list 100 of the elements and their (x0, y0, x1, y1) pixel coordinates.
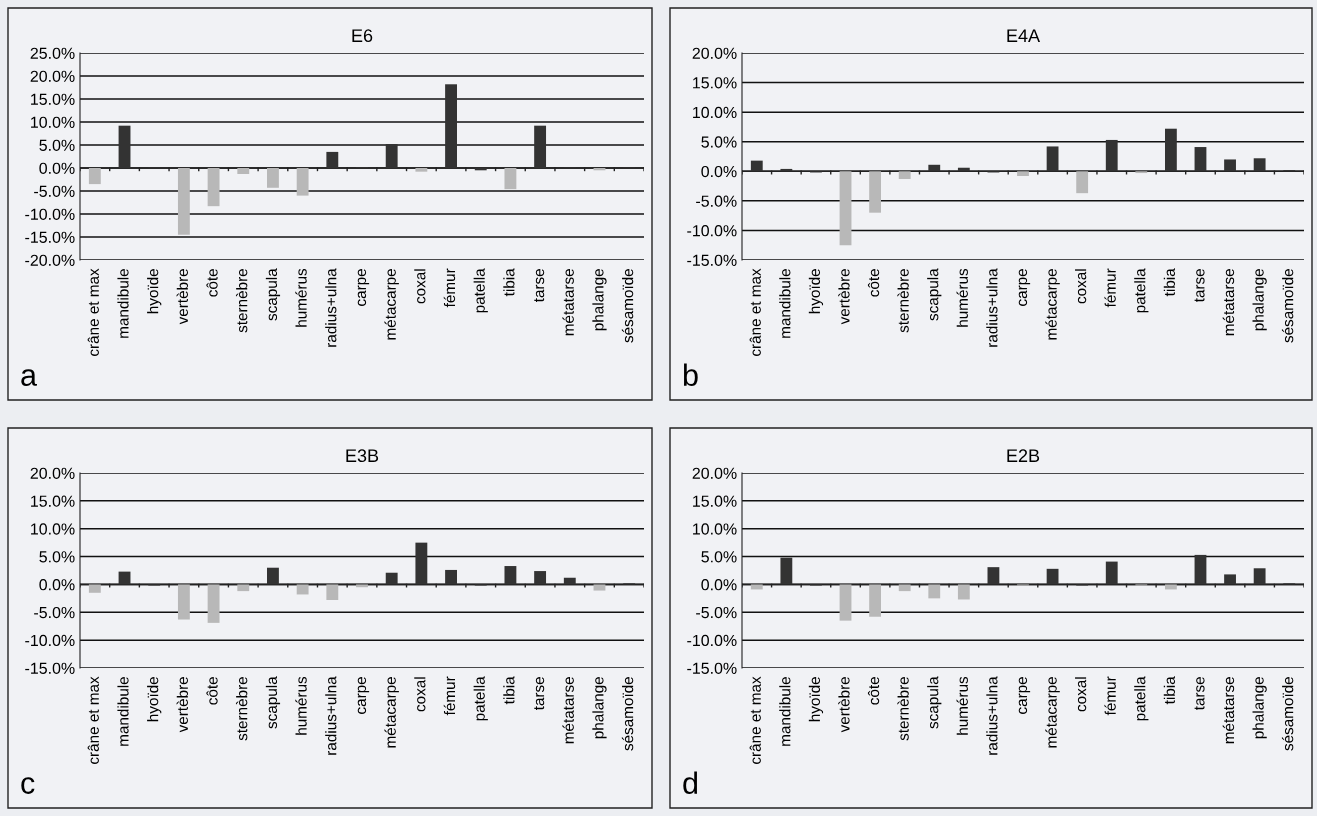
bar (385, 572, 398, 585)
bar (504, 168, 517, 190)
x-tick-label: métacarpe (384, 677, 399, 748)
x-tick-label: crâne et max (87, 268, 99, 356)
bar (898, 171, 911, 179)
y-tick-label: 5.0% (39, 139, 75, 151)
x-tick-label: carpe (1018, 677, 1031, 714)
y-tick-label: 10.0% (693, 523, 737, 535)
bar (504, 566, 517, 585)
y-tick-label: -10.0% (25, 634, 75, 647)
bar (987, 567, 1000, 585)
y-tick-label: 0.0% (701, 165, 737, 178)
x-tick-label: fémur (1104, 268, 1116, 308)
x-tick-label: hyoïde (808, 677, 824, 722)
chart-title: E6 (352, 29, 373, 43)
x-tick-label: humérus (956, 268, 968, 327)
bar (207, 584, 220, 623)
bar (356, 584, 368, 588)
x-tick-label: sternèbre (897, 269, 909, 333)
y-tick-label: 20.0% (30, 70, 75, 82)
bar (1105, 139, 1118, 172)
x-tick-label: fémur (1104, 676, 1116, 716)
y-tick-label: -5.0% (34, 606, 75, 619)
x-tick-label: tarse (534, 677, 545, 711)
bar (207, 168, 220, 207)
x-tick-label: vertèbre (838, 269, 850, 325)
bar (1164, 584, 1177, 590)
bar (1194, 147, 1207, 172)
x-tick-label: métacarpe (384, 269, 399, 340)
text: b (683, 363, 698, 386)
y-tick-label: -5.0% (696, 195, 737, 207)
x-tick-label: phalange (1252, 269, 1267, 331)
bar (177, 584, 190, 620)
y-tick-label: 10.0% (693, 106, 737, 119)
bar (385, 144, 398, 168)
x-tick-label: humérus (295, 676, 307, 735)
x-tick-label: scapula (265, 268, 281, 321)
x-tick-label: côte (867, 269, 880, 297)
x-tick-label: tibia (503, 268, 515, 297)
bar (445, 569, 457, 585)
bar (869, 584, 882, 617)
x-tick-label: phalange (592, 269, 607, 331)
y-tick-label: 5.0% (39, 551, 75, 563)
text: d (683, 771, 698, 794)
x-tick-label: tibia (1163, 676, 1175, 705)
bar (445, 84, 457, 168)
x-tick-label: phalange (1252, 677, 1267, 739)
x-tick-label: coxal (1075, 677, 1087, 712)
chart-title: E2B (1007, 449, 1040, 462)
bar (267, 168, 279, 188)
x-tick-label: crâne et max (87, 676, 99, 764)
x-tick-label: côte (206, 269, 218, 297)
x-tick-label: fémur (443, 268, 456, 308)
y-tick-label: 5.0% (701, 551, 737, 563)
x-tick-label: métatarse (1222, 677, 1235, 744)
bar (415, 168, 428, 172)
x-tick-label: carpe (357, 677, 370, 714)
x-tick-label: sésamoïde (621, 269, 634, 343)
x-tick-label: sternèbre (897, 677, 909, 741)
chart-title: E3B (346, 449, 379, 463)
x-tick-label: radius+ulna (325, 676, 337, 755)
bar (780, 557, 793, 585)
y-tick-label: -5.0% (34, 185, 75, 197)
x-tick-label: carpe (1018, 269, 1031, 306)
bar (534, 571, 547, 585)
x-tick-label: mandibule (117, 269, 129, 338)
bar (534, 125, 547, 168)
x-tick-label: phalange (592, 677, 607, 739)
x-tick-label: scapula (927, 676, 942, 729)
bar (1224, 574, 1236, 585)
bar (1105, 561, 1118, 585)
bar (869, 171, 882, 213)
x-tick-label: métatarse (1222, 269, 1235, 336)
bar (88, 168, 101, 185)
x-tick-label: hyoïde (147, 677, 162, 722)
x-tick-label: carpe (357, 269, 370, 306)
bar (957, 584, 970, 600)
x-tick-label: mandibule (779, 269, 791, 338)
x-tick-label: métacarpe (1045, 677, 1060, 748)
y-tick-label: 10.0% (31, 523, 75, 535)
bar (237, 168, 250, 174)
x-tick-label: sternèbre (235, 677, 248, 741)
bar (750, 160, 763, 172)
x-tick-label: patella (1134, 676, 1149, 721)
y-tick-label: 0.0% (39, 579, 75, 591)
x-tick-label: scapula (265, 676, 281, 729)
bar (1017, 171, 1029, 177)
text: a (21, 369, 37, 386)
bar (296, 168, 309, 196)
y-tick-label: -15.0% (687, 254, 737, 266)
x-tick-label: métatarse (562, 677, 574, 744)
bar (593, 584, 606, 591)
x-tick-label: côte (867, 677, 880, 705)
y-tick-label: 0.0% (39, 162, 75, 174)
x-tick-label: vertèbre (838, 677, 850, 733)
bar (928, 584, 941, 599)
bar (267, 567, 279, 585)
y-tick-label: -10.0% (25, 208, 75, 220)
x-tick-label: radius+ulna (986, 268, 998, 347)
x-tick-label: radius+ulna (986, 676, 998, 755)
